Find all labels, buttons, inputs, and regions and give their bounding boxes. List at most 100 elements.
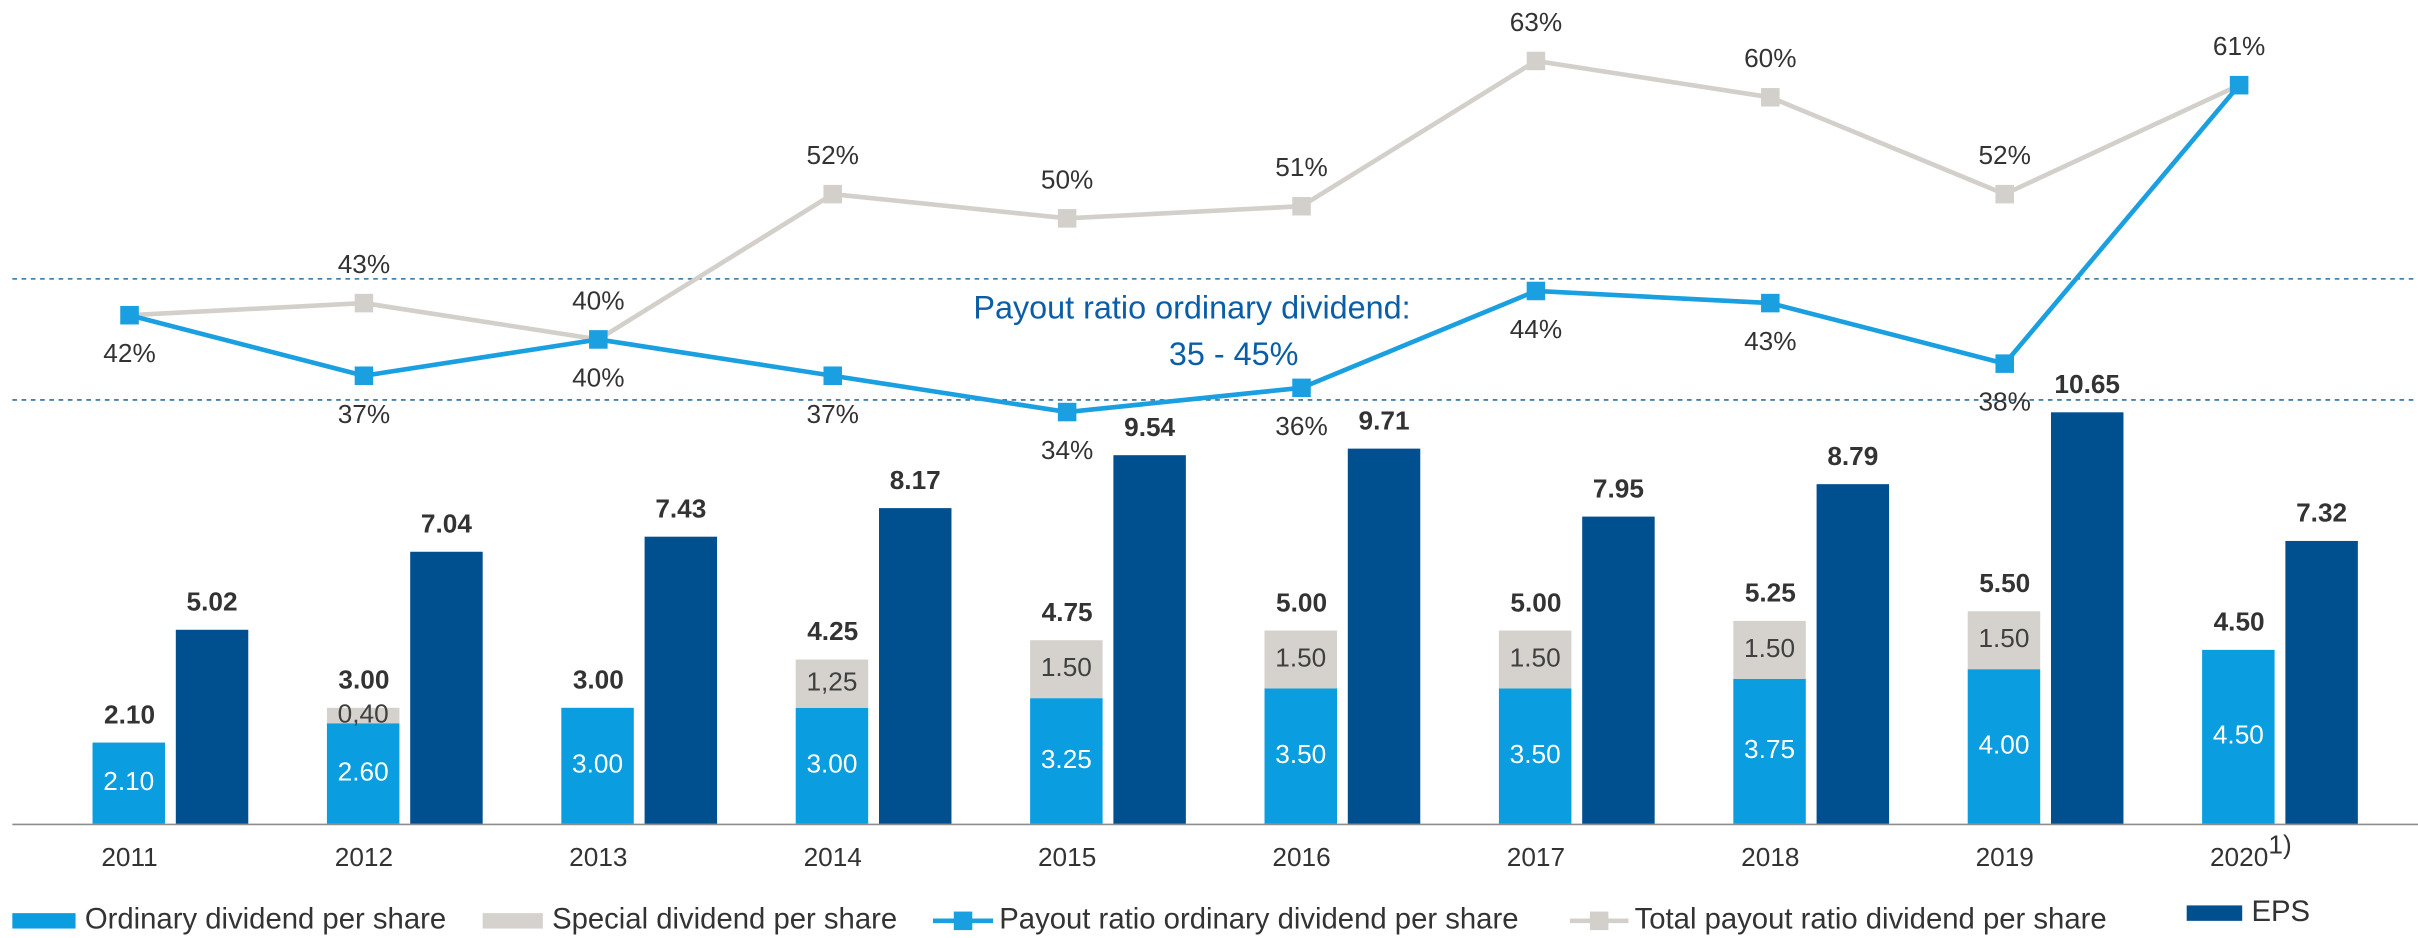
value-label: 3.00: [572, 749, 623, 779]
x-tick-label: 2014: [804, 842, 862, 872]
value-label: 4.00: [1978, 729, 2029, 759]
bar: [1733, 620, 1806, 679]
line: [129, 58, 2241, 342]
value-label: 7.04: [421, 508, 472, 538]
bar: [1582, 516, 1655, 824]
value-label: 3.50: [1510, 739, 1561, 769]
total-label: 4.75: [1042, 597, 1093, 627]
point: [1057, 402, 1077, 422]
point: [354, 366, 374, 385]
value-label: 52%: [1978, 140, 2030, 170]
point: [1995, 184, 2014, 204]
value-label: 2.10: [103, 766, 154, 796]
bar: [1498, 688, 1572, 824]
value-label: 52%: [807, 140, 859, 170]
value-label: 40%: [572, 285, 624, 315]
x-tick-label: 2011: [101, 842, 157, 872]
legend-swatch: [953, 911, 973, 931]
x-tick-label: 2016: [1272, 842, 1330, 872]
total-label: 5.50: [1979, 568, 2030, 598]
bar: [1347, 448, 1421, 824]
value-label: 43%: [1744, 326, 1796, 356]
point: [1526, 281, 1546, 301]
legend-label: Ordinary dividend per share: [85, 903, 446, 936]
x-tick-label: 2015: [1038, 842, 1096, 872]
value-label: 1,25: [806, 667, 857, 697]
value-label: 50%: [1041, 164, 1093, 194]
annotation: Payout ratio ordinary dividend:: [973, 290, 1410, 326]
point: [1292, 196, 1311, 216]
value-label: 36%: [1275, 411, 1327, 441]
total-label: 4.50: [2214, 607, 2265, 637]
value-label: 37%: [807, 399, 859, 429]
bar: [878, 508, 952, 824]
x-tick-label: 2012: [335, 842, 393, 872]
value-label: 3.75: [1744, 734, 1795, 764]
value-label: 1.50: [1978, 623, 2029, 653]
value-label: 37%: [338, 399, 390, 429]
point: [823, 366, 842, 385]
point: [823, 184, 842, 204]
bar: [92, 742, 166, 824]
value-label: 3.25: [1041, 744, 1092, 774]
value-label: 34%: [1041, 435, 1093, 465]
bar: [644, 536, 718, 824]
value-label: 9.54: [1124, 412, 1175, 442]
x-tick-label: 2018: [1741, 842, 1799, 872]
bar: [795, 659, 869, 708]
bar: [1816, 484, 1890, 824]
bar: [1030, 640, 1103, 699]
value-label: 7.43: [655, 493, 706, 523]
value-label: 40%: [572, 362, 624, 392]
value-label: 43%: [338, 249, 390, 279]
value-label: 38%: [1978, 387, 2030, 417]
legend-swatch: [12, 913, 76, 929]
value-label: 63%: [1510, 7, 1562, 37]
bar: [795, 707, 869, 824]
legend-label: Special dividend per share: [552, 903, 897, 936]
x-tick-label: 2019: [1976, 842, 2034, 872]
point: [1526, 51, 1546, 71]
point: [1761, 293, 1780, 313]
value-label: 60%: [1744, 43, 1796, 73]
legend-label: EPS: [2251, 895, 2310, 928]
value-label: 7.95: [1593, 473, 1644, 503]
bar: [1113, 455, 1186, 824]
x-tick-label: 2013: [569, 842, 627, 872]
legend-swatch: [2186, 905, 2243, 921]
value-label: 9.71: [1359, 405, 1410, 435]
value-label: 51%: [1275, 152, 1327, 182]
bar: [1733, 678, 1806, 824]
bar: [1967, 611, 2041, 670]
value-label: 3.00: [806, 749, 857, 779]
bar: [326, 707, 400, 724]
bar: [1967, 669, 2041, 824]
bar: [1030, 698, 1103, 824]
bar: [175, 629, 249, 824]
total-label: 2.10: [104, 699, 155, 729]
value-label: 5.02: [187, 586, 238, 616]
category-note: 1): [2268, 830, 2291, 860]
legend-label: Total payout ratio dividend per share: [1635, 903, 2107, 936]
total-label: 3.00: [338, 665, 389, 695]
point: [1292, 378, 1311, 398]
point: [354, 293, 374, 313]
total-label: 3.00: [573, 665, 624, 695]
value-label: 61%: [2213, 31, 2265, 61]
legend-swatch: [482, 913, 543, 929]
point: [1057, 209, 1077, 228]
value-label: 1.50: [1744, 633, 1795, 663]
line: [128, 83, 2241, 415]
bar: [326, 723, 400, 824]
value-label: 10.65: [2054, 369, 2120, 399]
value-label: 2.60: [338, 756, 389, 786]
point: [1995, 354, 2014, 373]
point: [589, 330, 608, 349]
point: [2229, 75, 2249, 95]
value-label: 1.50: [1510, 642, 1561, 672]
value-label: 8.79: [1827, 441, 1878, 471]
x-tick-label: 2017: [1507, 842, 1565, 872]
bar: [1264, 630, 1337, 689]
